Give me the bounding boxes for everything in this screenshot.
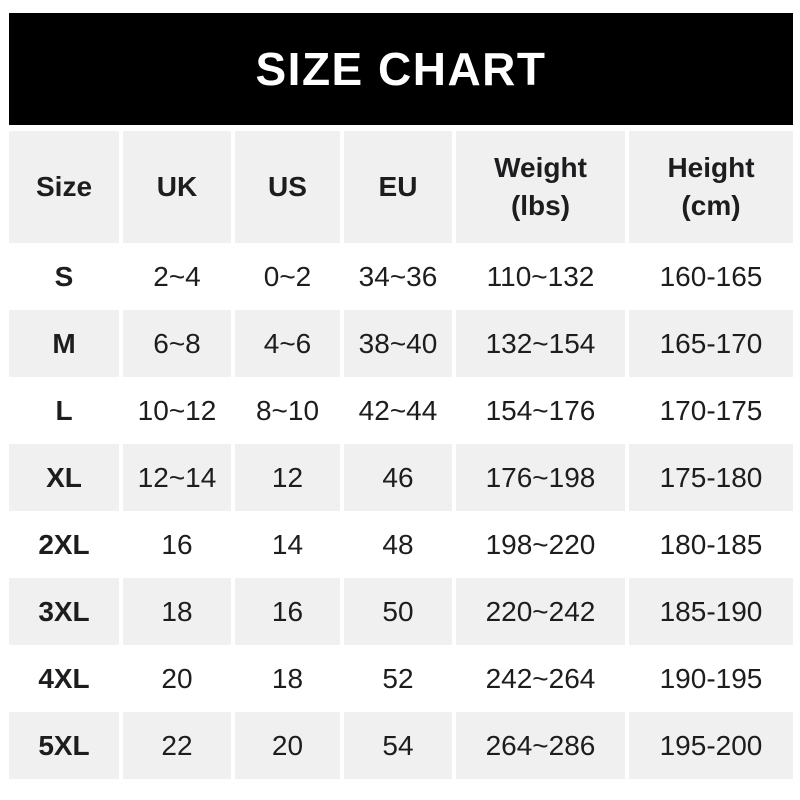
table-cell: 176~198 [456,444,625,511]
table-row-l: L 10~12 8~10 42~44 154~176 170-175 [9,377,793,444]
size-label-cell: 5XL [9,712,119,779]
table-cell: 20 [123,645,231,712]
table-row-xl: XL 12~14 12 46 176~198 175-180 [9,444,793,511]
size-label-cell: XL [9,444,119,511]
table-row-2xl: 2XL 16 14 48 198~220 180-185 [9,511,793,578]
table-cell: 2~4 [123,243,231,310]
table-row-3xl: 3XL 18 16 50 220~242 185-190 [9,578,793,645]
table-cell: 4~6 [235,310,340,377]
table-cell: 10~12 [123,377,231,444]
size-chart-title: SIZE CHART [255,43,547,95]
table-cell: 20 [235,712,340,779]
table-cell: 175-180 [629,444,793,511]
table-cell: 180-185 [629,511,793,578]
size-label-cell: M [9,310,119,377]
table-cell: 242~264 [456,645,625,712]
column-header-height: Height (cm) [629,131,793,243]
table-cell: 185-190 [629,578,793,645]
column-header-size: Size [9,131,119,243]
table-cell: 264~286 [456,712,625,779]
table-cell: 160-165 [629,243,793,310]
table-cell: 198~220 [456,511,625,578]
table-cell: 190-195 [629,645,793,712]
table-cell: 22 [123,712,231,779]
table-cell: 132~154 [456,310,625,377]
table-cell: 220~242 [456,578,625,645]
table-row-s: S 2~4 0~2 34~36 110~132 160-165 [9,243,793,310]
table-cell: 46 [344,444,452,511]
table-row-5xl: 5XL 22 20 54 264~286 195-200 [9,712,793,779]
table-header-row: Size UK US EU Weight (lbs) Height (cm) [9,131,793,243]
table-row-m: M 6~8 4~6 38~40 132~154 165-170 [9,310,793,377]
table-row-4xl: 4XL 20 18 52 242~264 190-195 [9,645,793,712]
table-cell: 18 [235,645,340,712]
table-cell: 12~14 [123,444,231,511]
size-chart: SIZE CHART Size UK US EU Weight (lbs) He… [9,13,793,779]
column-header-eu: EU [344,131,452,243]
size-label-cell: 2XL [9,511,119,578]
table-cell: 18 [123,578,231,645]
size-label-cell: 4XL [9,645,119,712]
size-label-cell: S [9,243,119,310]
table-cell: 195-200 [629,712,793,779]
table-cell: 16 [235,578,340,645]
table-cell: 12 [235,444,340,511]
table-cell: 38~40 [344,310,452,377]
table-cell: 14 [235,511,340,578]
size-label-cell: L [9,377,119,444]
table-cell: 50 [344,578,452,645]
table-cell: 154~176 [456,377,625,444]
table-cell: 48 [344,511,452,578]
table-cell: 52 [344,645,452,712]
table-cell: 34~36 [344,243,452,310]
column-header-us: US [235,131,340,243]
table-cell: 8~10 [235,377,340,444]
column-header-uk: UK [123,131,231,243]
table-body: S 2~4 0~2 34~36 110~132 160-165 M 6~8 4~… [9,243,793,779]
column-header-weight: Weight (lbs) [456,131,625,243]
table-cell: 0~2 [235,243,340,310]
table-cell: 42~44 [344,377,452,444]
size-label-cell: 3XL [9,578,119,645]
table-cell: 16 [123,511,231,578]
table-cell: 110~132 [456,243,625,310]
table-cell: 165-170 [629,310,793,377]
table-cell: 54 [344,712,452,779]
table-cell: 170-175 [629,377,793,444]
size-chart-banner: SIZE CHART [9,13,793,125]
table-cell: 6~8 [123,310,231,377]
